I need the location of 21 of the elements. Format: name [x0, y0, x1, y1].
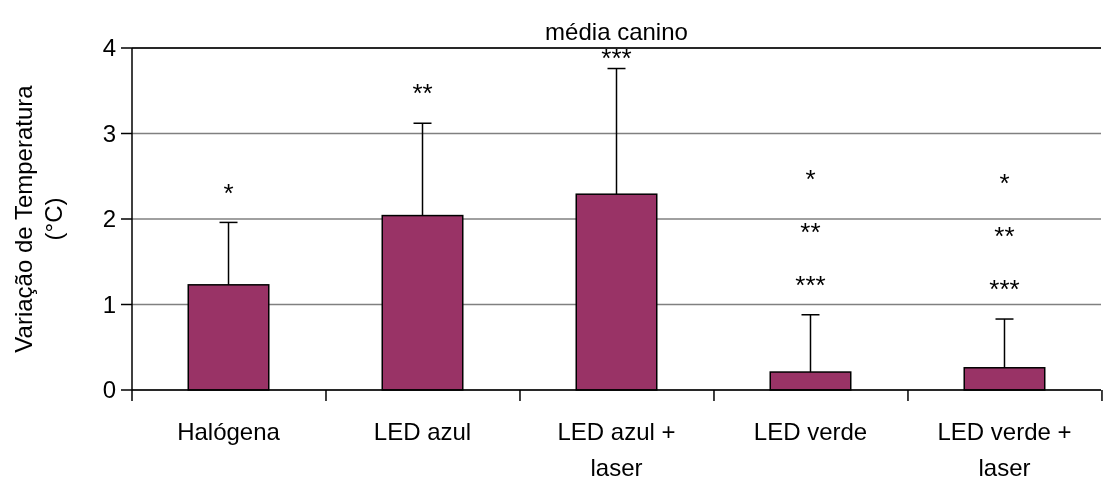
annotation: ***	[601, 43, 632, 74]
annotation: **	[800, 216, 821, 247]
y-tick-label: 2	[102, 205, 116, 233]
x-tick-label: LED verde	[753, 418, 868, 445]
y-axis-title: Variação de Temperatura (°C)	[10, 84, 67, 353]
annotation: ***	[795, 269, 826, 300]
y-tick-label: 4	[102, 34, 116, 62]
x-tick-label: LED verde + laser	[937, 418, 1072, 481]
chart-title: média canino	[545, 18, 688, 45]
y-tick-label: 0	[102, 376, 116, 404]
y-tick-label: 3	[102, 119, 116, 147]
annotation: **	[412, 78, 433, 109]
annotation: *	[805, 163, 816, 194]
x-tick-label: LED azul	[373, 418, 472, 445]
annotation: **	[994, 221, 1015, 252]
annotation: ***	[989, 274, 1020, 305]
x-tick-label: Halógena	[177, 418, 281, 445]
y-tick-label: 1	[102, 290, 116, 318]
annotation: *	[999, 168, 1010, 199]
annotation: *	[223, 177, 234, 208]
x-tick-label: LED azul + laser	[557, 418, 676, 481]
